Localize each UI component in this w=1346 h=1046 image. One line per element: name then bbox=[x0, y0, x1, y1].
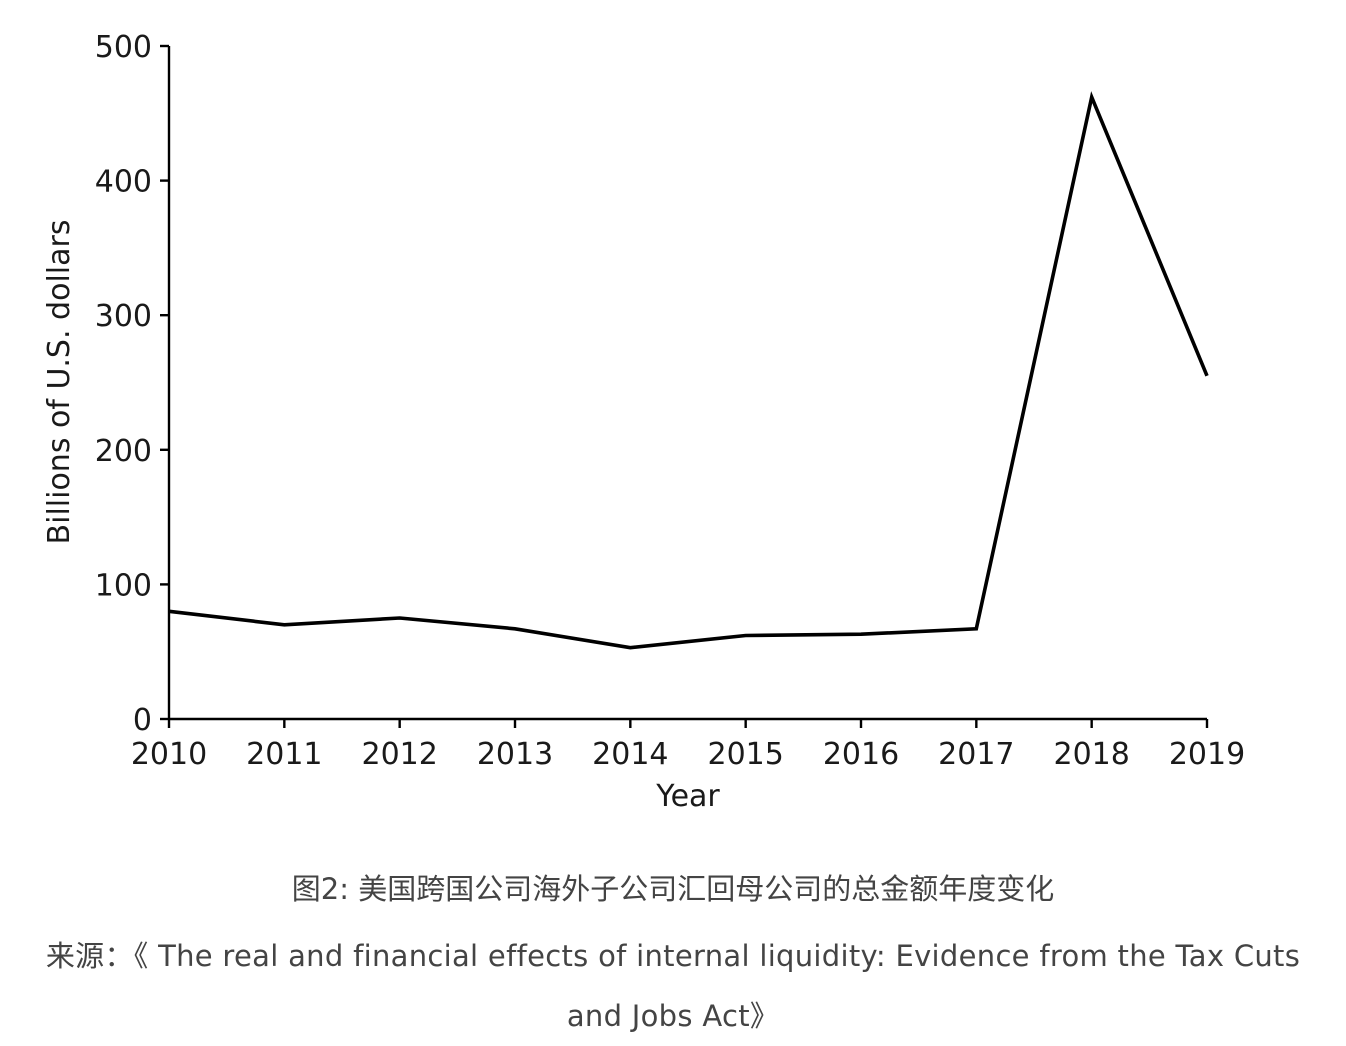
x-tick-label: 2019 bbox=[1169, 737, 1245, 772]
y-tick-label: 100 bbox=[95, 568, 152, 603]
y-tick-label: 300 bbox=[95, 299, 152, 334]
figure-source-line-1: 来源：《 The real and financial effects of i… bbox=[0, 926, 1346, 986]
x-tick-label: 2017 bbox=[938, 737, 1014, 772]
y-axis-title: Billions of U.S. dollars bbox=[42, 220, 77, 545]
series-line bbox=[169, 97, 1207, 648]
y-tick-label: 200 bbox=[95, 434, 152, 469]
line-chart: 2010 2011 2012 2013 2014 2015 2016 2017 2018 2019… bbox=[0, 0, 1346, 840]
x-tick-label: 2016 bbox=[823, 737, 899, 772]
figure-source-line-2: and Jobs Act》 bbox=[0, 986, 1346, 1046]
x-tick-label: 2018 bbox=[1053, 737, 1129, 772]
x-tick-label: 2013 bbox=[477, 737, 553, 772]
x-axis-title: Year bbox=[655, 779, 720, 814]
x-tick-label: 2015 bbox=[707, 737, 783, 772]
plot-area: 2010 2011 2012 2013 2014 2015 2016 2017 2018 2019… bbox=[95, 30, 1245, 772]
x-tick-label: 2011 bbox=[246, 737, 322, 772]
figure-caption: 图2: 美国跨国公司海外子公司汇回母公司的总金额年度变化 bbox=[0, 866, 1346, 908]
figure-source: 来源：《 The real and financial effects of i… bbox=[0, 926, 1346, 1046]
y-tick-label: 0 bbox=[133, 703, 152, 738]
y-tick-label: 400 bbox=[95, 165, 152, 200]
y-tick-label: 500 bbox=[95, 30, 152, 65]
x-tick-label: 2014 bbox=[592, 737, 668, 772]
x-tick-label: 2012 bbox=[361, 737, 437, 772]
x-tick-label: 2010 bbox=[131, 737, 207, 772]
